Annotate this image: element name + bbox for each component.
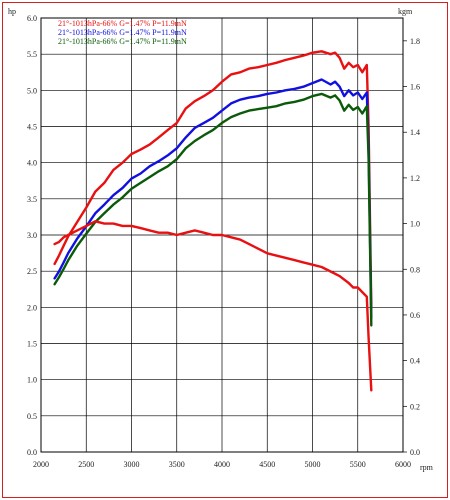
legend: 21°-1013hPa-66% G=1.47% P=11.9mN21°-1013…: [58, 19, 187, 46]
left-tick-label: 4.0: [27, 159, 37, 168]
right-tick-label: 1.0: [410, 220, 420, 229]
left-tick-label: 0.0: [27, 448, 37, 457]
power-curve-2: [53, 78, 373, 320]
series-layer: [53, 50, 373, 392]
plot-area-border: [40, 17, 404, 453]
x-axis-label: rpm: [420, 463, 434, 472]
left-tick-label: 5.0: [27, 86, 37, 95]
right-tick-label: 0.8: [410, 265, 420, 274]
x-axis-ticks: 2000 2500 3000 3500 4000 4500 5000 5500 6000: [33, 460, 411, 469]
right-tick-label: 0.2: [410, 402, 420, 411]
left-tick-label: 1.5: [27, 340, 37, 349]
left-tick-label: 5.5: [27, 50, 37, 59]
right-tick-label: 1.4: [410, 128, 420, 137]
right-axis-ticks: 0.0 0.2 0.4 0.6 0.8 1.0 1.2 1.4 1.6 1.8: [403, 37, 420, 457]
left-axis-unit: hp: [8, 7, 16, 16]
legend-entry: 21°-1013hPa-66% G=1.47% P=11.9mN: [58, 19, 187, 28]
x-tick-label: 5500: [350, 460, 366, 469]
left-tick-label: 2.0: [27, 303, 37, 312]
x-tick-label: 3500: [169, 460, 185, 469]
left-tick-label: 6.0: [27, 14, 37, 23]
right-axis-unit: kgm: [398, 7, 413, 16]
x-tick-label: 4000: [214, 460, 230, 469]
right-tick-label: 0.4: [410, 357, 420, 366]
legend-entry: 21°-1013hPa-66% G=1.47% P=11.9mN: [58, 28, 187, 37]
x-tick-label: 6000: [395, 460, 411, 469]
legend-entry: 21°-1013hPa-66% G=1.47% P=11.9mN: [58, 37, 187, 46]
x-tick-label: 2500: [78, 460, 94, 469]
left-tick-label: 3.0: [27, 231, 37, 240]
power-curve-1: [53, 50, 373, 309]
x-tick-label: 2000: [33, 460, 49, 469]
right-tick-label: 0.0: [410, 448, 420, 457]
left-tick-label: 1.0: [27, 376, 37, 385]
right-tick-label: 1.8: [410, 37, 420, 46]
torque-curve-4: [53, 220, 373, 392]
left-tick-label: 0.5: [27, 412, 37, 421]
power-curve-3: [53, 92, 373, 327]
right-tick-label: 1.6: [410, 83, 420, 92]
x-tick-label: 5000: [305, 460, 321, 469]
left-axis-ticks: 0.0 0.5 1.0 1.5 2.0 2.5 3.0 3.5 4.0 4.5 5.0 5.5 6.0: [27, 14, 37, 457]
x-tick-label: 4500: [259, 460, 275, 469]
left-tick-label: 3.5: [27, 195, 37, 204]
x-tick-label: 3000: [124, 460, 140, 469]
left-tick-label: 4.5: [27, 123, 37, 132]
right-tick-label: 0.6: [410, 311, 420, 320]
left-tick-label: 2.5: [27, 267, 37, 276]
right-tick-label: 1.2: [410, 174, 420, 183]
